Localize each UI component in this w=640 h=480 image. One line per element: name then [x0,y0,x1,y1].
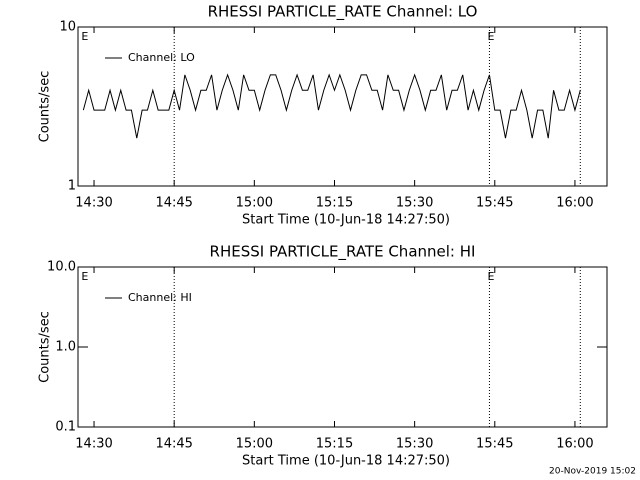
x-axis-label: Start Time (10-Jun-18 14:27:50) [242,454,450,469]
x-tick-label: 16:00 [556,196,593,211]
plot-frame [77,26,608,187]
flag-label: E [81,270,88,283]
x-tick-label: 15:00 [236,437,273,452]
chart-title: RHESSI PARTICLE_RATE Channel: LO [208,3,478,22]
y-tick-label: 10.0 [47,260,76,275]
flag-label: E [487,270,494,283]
x-tick-label: 15:00 [236,196,273,211]
x-tick-label: 15:30 [396,437,433,452]
x-tick-label: 14:30 [75,437,112,452]
x-tick-label: 15:45 [476,437,513,452]
legend-label: Channel: LO [128,51,195,64]
legend-label: Channel: HI [128,291,192,304]
x-tick-label: 16:00 [556,437,593,452]
x-tick-label: 15:45 [476,196,513,211]
y-tick-label: 10 [59,20,76,35]
chart-title: RHESSI PARTICLE_RATE Channel: HI [210,243,476,262]
flag-label: E [487,30,494,43]
y-tick-label: 1 [68,179,76,194]
x-tick-label: 14:45 [155,196,192,211]
x-tick-label: 15:30 [396,196,433,211]
y-axis-label: Counts/sec [38,311,53,383]
y-tick-label: 1.0 [55,340,76,355]
y-axis-label: Counts/sec [38,71,53,143]
x-tick-label: 15:15 [316,437,353,452]
x-tick-label: 14:45 [155,437,192,452]
x-axis-label: Start Time (10-Jun-18 14:27:50) [242,213,450,228]
y-tick-label: 0.1 [55,420,76,435]
x-tick-label: 15:15 [316,196,353,211]
flag-label: E [81,30,88,43]
data-line [82,73,581,139]
footer: 20-Nov-2019 15:02 [549,467,636,477]
x-tick-label: 14:30 [75,196,112,211]
